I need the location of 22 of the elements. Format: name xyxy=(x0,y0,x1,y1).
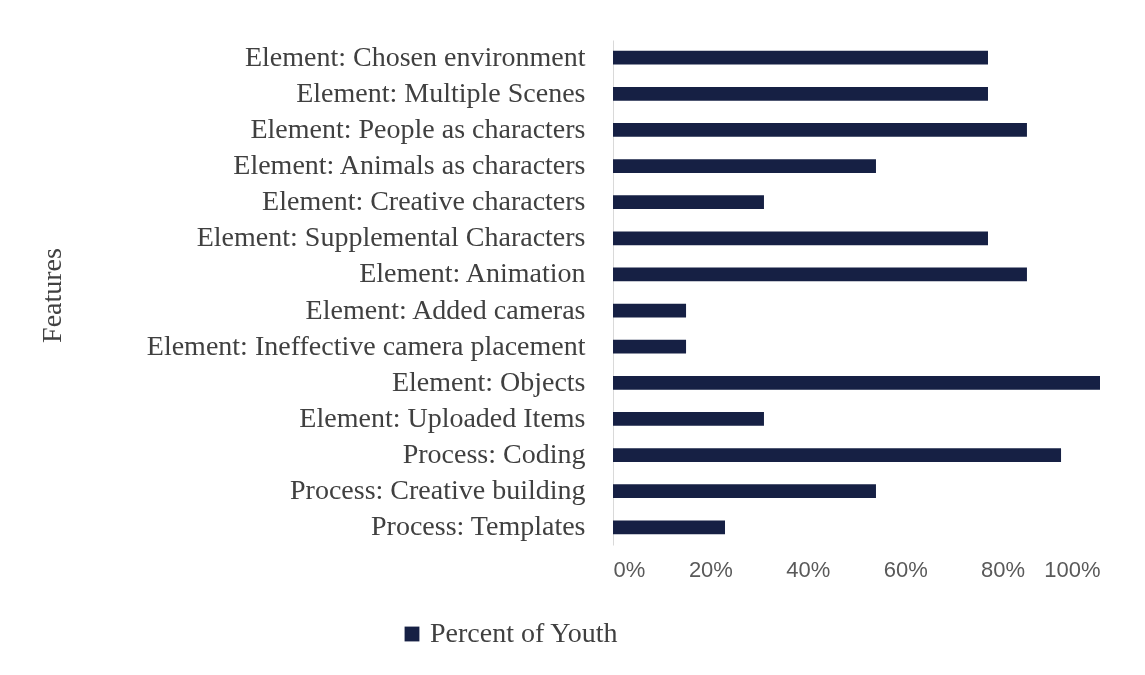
y-tick-label: Element: Ineffective camera placement xyxy=(146,329,586,361)
x-tick-label: 20% xyxy=(688,556,733,582)
x-tick-label: 80% xyxy=(981,556,1026,582)
y-tick-label: Process: Creative building xyxy=(289,474,586,506)
y-tick-label: Element: Creative characters xyxy=(262,185,586,217)
x-tick-label: 40% xyxy=(786,556,831,582)
y-tick-label: Element: Objects xyxy=(391,365,586,397)
y-tick-label: Element: Uploaded Items xyxy=(299,401,586,433)
legend-label: Percent of Youth xyxy=(430,617,618,648)
y-tick-label: Process: Coding xyxy=(402,438,586,470)
y-tick-label: Process: Templates xyxy=(371,510,586,542)
x-tick-label: 0% xyxy=(613,556,646,582)
y-tick-label: Element: Chosen environment xyxy=(244,40,586,72)
y-tick-label: Element: Added cameras xyxy=(305,293,586,325)
y-tick-label: Element: Animals as characters xyxy=(233,149,586,181)
x-tick-label: 60% xyxy=(883,556,928,582)
y-tick-label: Element: People as characters xyxy=(250,112,586,144)
x-tick-label: 100% xyxy=(1044,556,1101,582)
y-tick-label: Element: Supplemental Characters xyxy=(196,221,586,253)
y-tick-label: Element: Multiple Scenes xyxy=(296,76,586,108)
y-axis-title: Features xyxy=(35,248,67,343)
y-tick-label: Element: Animation xyxy=(359,257,586,289)
